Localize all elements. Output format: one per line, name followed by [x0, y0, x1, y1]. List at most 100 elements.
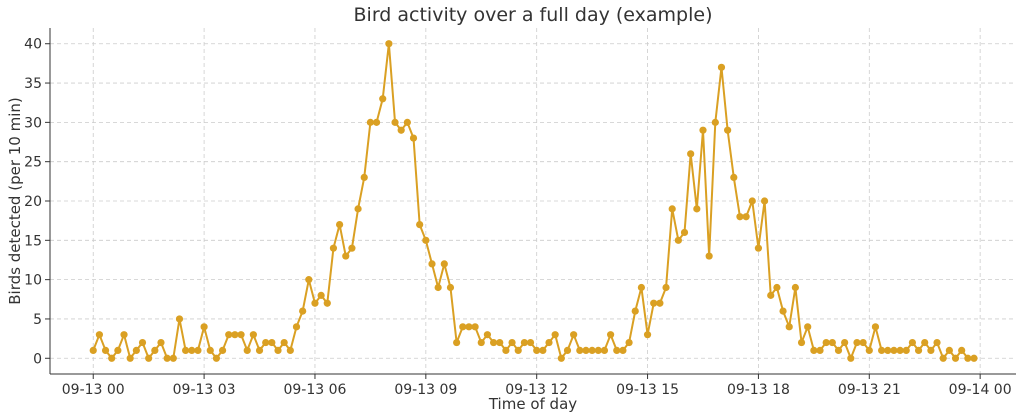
data-point [175, 315, 184, 323]
data-point [471, 323, 479, 331]
data-point [797, 338, 806, 347]
data-point [323, 299, 331, 307]
data-point [440, 260, 448, 268]
data-point [434, 283, 442, 292]
data-point [711, 118, 719, 126]
data-point [225, 331, 233, 339]
data-point [403, 118, 411, 126]
data-point [613, 346, 621, 355]
data-point [643, 331, 652, 339]
data-point [477, 338, 485, 347]
chart-title: Bird activity over a full day (example) [354, 4, 713, 26]
data-point [372, 118, 381, 126]
x-tick-label: 09-13 03 [173, 382, 236, 398]
data-point [785, 323, 793, 331]
data-point [163, 354, 171, 362]
data-point [255, 346, 264, 355]
data-point [200, 323, 208, 331]
data-point [705, 252, 713, 260]
data-point [194, 346, 202, 355]
data-point [964, 354, 972, 362]
data-point [908, 338, 917, 347]
data-point [126, 354, 134, 362]
data-point [865, 346, 873, 355]
y-tick-label: 0 [33, 351, 42, 367]
data-point [958, 346, 966, 355]
data-point [114, 346, 122, 355]
data-point [231, 331, 239, 339]
data-point [188, 346, 196, 355]
data-point [828, 338, 836, 347]
series-layer [89, 40, 978, 362]
data-point [631, 307, 639, 315]
data-point [502, 346, 510, 355]
data-point [459, 323, 467, 331]
data-point [391, 118, 399, 126]
data-point [533, 346, 541, 355]
data-point [841, 338, 849, 347]
data-point [674, 236, 682, 244]
data-point [760, 197, 769, 205]
data-point [108, 354, 116, 362]
data-point [397, 126, 405, 134]
data-point [360, 173, 368, 182]
data-point [680, 228, 689, 237]
y-tick-label: 30 [24, 115, 42, 131]
data-point [379, 95, 387, 103]
data-point [902, 346, 910, 355]
data-point [748, 197, 756, 205]
data-point [182, 346, 190, 355]
data-point [594, 346, 602, 355]
data-point [717, 63, 726, 71]
data-point [804, 323, 812, 331]
data-point [662, 283, 670, 292]
data-point [446, 283, 455, 292]
data-point [736, 213, 744, 221]
data-point [132, 346, 140, 355]
data-point [138, 338, 147, 347]
data-point [576, 346, 584, 355]
x-tick-label: 09-13 12 [505, 382, 568, 398]
data-point [779, 307, 787, 315]
data-point [816, 346, 824, 355]
x-tick-label: 09-14 00 [949, 382, 1012, 398]
data-point [218, 346, 227, 355]
data-point [268, 338, 276, 347]
y-tick-label: 10 [24, 273, 42, 289]
data-point [791, 283, 799, 292]
data-point [834, 346, 843, 355]
data-point [409, 134, 418, 142]
data-point [687, 150, 695, 158]
y-tick-label: 40 [24, 37, 42, 53]
data-point [89, 346, 97, 355]
data-point [890, 346, 898, 355]
data-point [249, 331, 257, 339]
data-point [206, 346, 214, 355]
grid [50, 28, 1016, 374]
data-point [262, 338, 270, 347]
data-point [557, 354, 565, 362]
data-point [693, 205, 701, 213]
data-point [348, 244, 356, 252]
x-tick-label: 09-13 18 [727, 382, 790, 398]
data-point [212, 354, 221, 362]
data-point [145, 354, 153, 362]
data-point [539, 346, 547, 355]
y-tick-label: 35 [24, 76, 42, 92]
data-point [927, 346, 935, 355]
data-point [933, 338, 941, 347]
data-point [366, 118, 374, 126]
data-point [847, 354, 855, 362]
data-point [514, 346, 522, 355]
data-point [878, 346, 886, 355]
data-point [767, 291, 775, 299]
data-point [526, 338, 535, 347]
data-point [243, 346, 251, 355]
data-point [699, 126, 707, 134]
data-point [570, 331, 578, 339]
data-point [871, 323, 880, 331]
data-point [724, 126, 732, 134]
data-point [921, 338, 929, 347]
data-point [551, 331, 559, 339]
data-point [101, 346, 110, 355]
